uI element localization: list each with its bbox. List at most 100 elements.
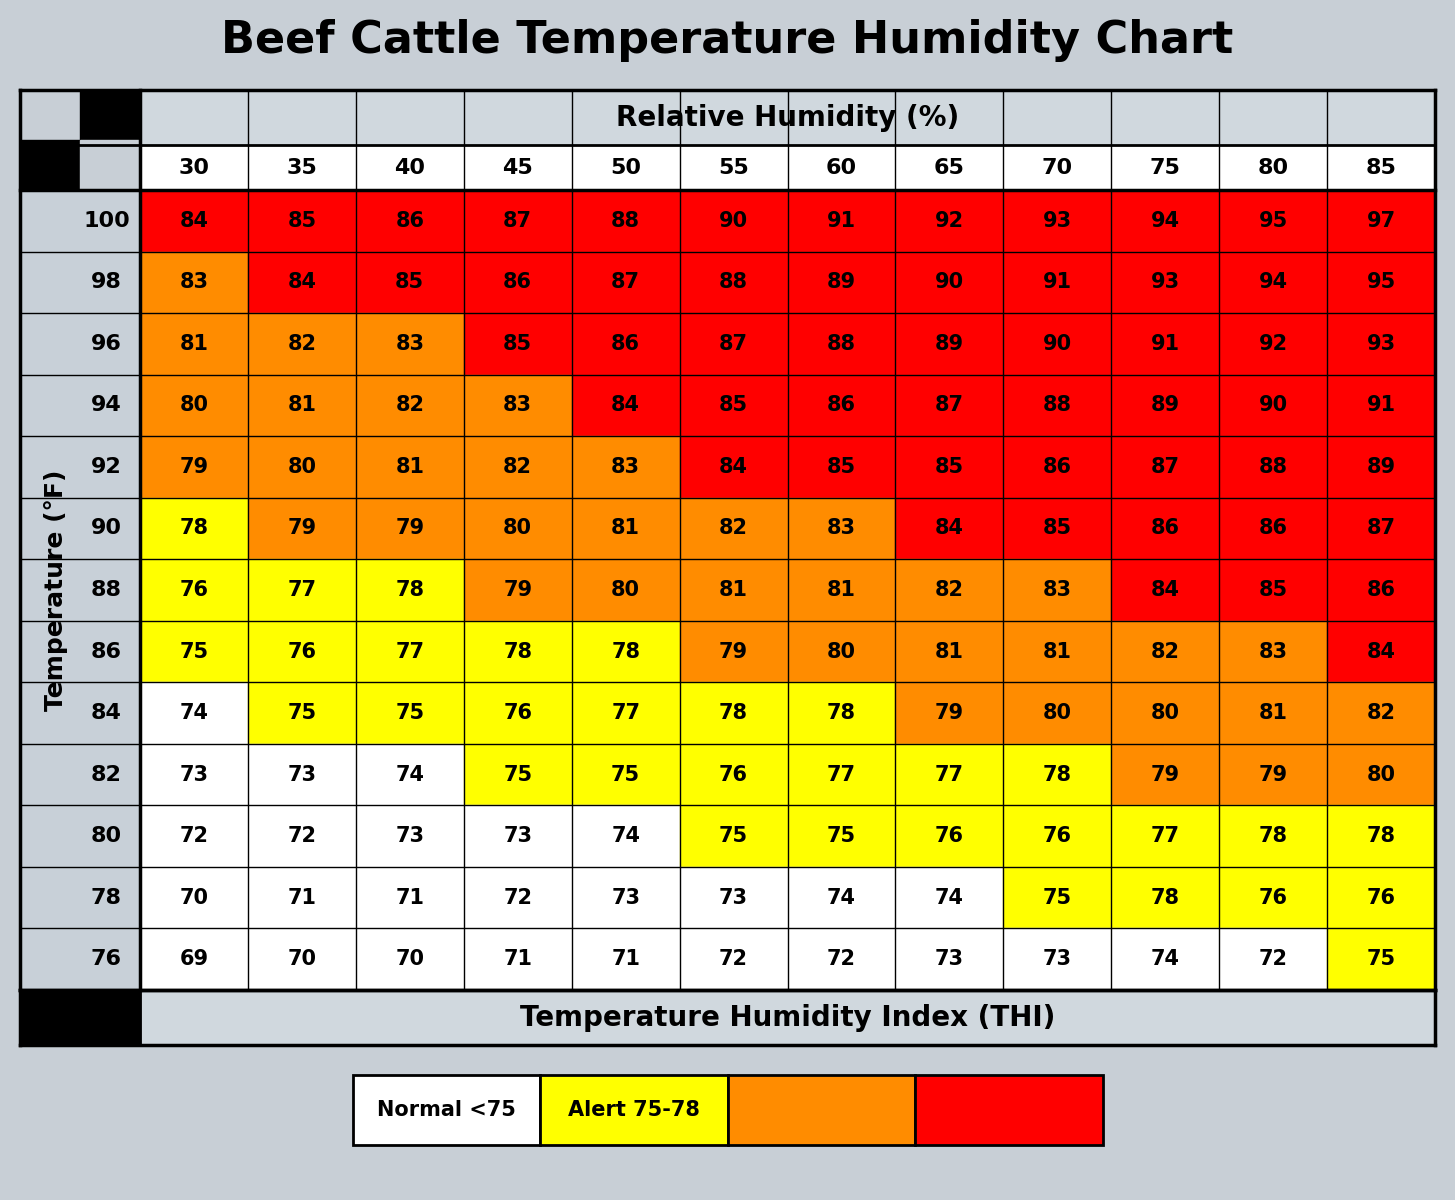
Bar — [1004, 190, 1112, 252]
Text: 100: 100 — [83, 211, 129, 230]
Bar — [572, 559, 679, 620]
Bar — [572, 866, 679, 929]
Text: 78: 78 — [179, 518, 208, 539]
Bar — [679, 866, 787, 929]
Bar — [1112, 866, 1219, 929]
Bar — [1004, 620, 1112, 683]
Bar — [464, 190, 572, 252]
Bar — [464, 313, 572, 374]
Text: 75: 75 — [503, 764, 533, 785]
Bar — [1219, 374, 1327, 436]
Text: 86: 86 — [1151, 518, 1180, 539]
Bar — [679, 805, 787, 866]
Bar — [787, 559, 895, 620]
Text: 81: 81 — [179, 334, 208, 354]
Text: 87: 87 — [1151, 457, 1180, 476]
Text: 87: 87 — [719, 334, 748, 354]
Text: 80: 80 — [179, 395, 208, 415]
Bar — [1219, 252, 1327, 313]
Bar — [140, 929, 247, 990]
Bar — [1219, 744, 1327, 805]
Text: 74: 74 — [611, 826, 640, 846]
Bar — [572, 929, 679, 990]
Text: 81: 81 — [288, 395, 316, 415]
Bar — [895, 866, 1004, 929]
Bar — [140, 990, 1435, 1045]
Text: 86: 86 — [1043, 457, 1072, 476]
Text: 81: 81 — [611, 518, 640, 539]
Text: Alert 75-78: Alert 75-78 — [567, 1100, 700, 1120]
Bar — [247, 436, 356, 498]
Text: 74: 74 — [1151, 949, 1180, 970]
Bar — [464, 252, 572, 313]
Bar — [20, 90, 80, 140]
Text: 82: 82 — [719, 518, 748, 539]
Bar — [1327, 313, 1435, 374]
Bar — [464, 374, 572, 436]
Text: 73: 73 — [719, 888, 748, 907]
Bar — [1219, 559, 1327, 620]
Text: 76: 76 — [719, 764, 748, 785]
Text: 88: 88 — [826, 334, 856, 354]
Text: 71: 71 — [611, 949, 640, 970]
Bar — [1112, 744, 1219, 805]
Bar — [895, 313, 1004, 374]
Text: 97: 97 — [1366, 211, 1395, 230]
Text: 78: 78 — [90, 888, 122, 907]
Bar — [356, 190, 464, 252]
Bar — [464, 559, 572, 620]
Text: Temperature (°F): Temperature (°F) — [44, 469, 68, 710]
Bar — [20, 990, 140, 1045]
Text: 76: 76 — [936, 826, 963, 846]
Bar — [787, 252, 895, 313]
Bar — [356, 805, 464, 866]
Text: 90: 90 — [934, 272, 965, 293]
Text: 72: 72 — [826, 949, 856, 970]
Text: 77: 77 — [288, 580, 316, 600]
Text: 96: 96 — [92, 334, 122, 354]
Text: 82: 82 — [503, 457, 533, 476]
Bar — [80, 90, 140, 140]
Bar — [140, 190, 247, 252]
Bar — [1327, 683, 1435, 744]
Bar — [679, 744, 787, 805]
Text: 35: 35 — [287, 157, 317, 178]
Bar — [247, 498, 356, 559]
Text: 73: 73 — [611, 888, 640, 907]
Text: Beef Cattle Temperature Humidity Chart: Beef Cattle Temperature Humidity Chart — [221, 18, 1234, 61]
Bar — [356, 436, 464, 498]
Text: 87: 87 — [936, 395, 963, 415]
Text: 78: 78 — [396, 580, 425, 600]
Bar — [464, 436, 572, 498]
Bar — [895, 498, 1004, 559]
Text: Temperature Humidity Index (THI): Temperature Humidity Index (THI) — [519, 1003, 1055, 1032]
Text: 93: 93 — [1151, 272, 1180, 293]
Bar — [247, 620, 356, 683]
Bar — [140, 436, 247, 498]
Text: 40: 40 — [394, 157, 425, 178]
Text: 75: 75 — [826, 826, 856, 846]
Bar — [572, 190, 679, 252]
Bar — [464, 866, 572, 929]
Text: 85: 85 — [1043, 518, 1072, 539]
Text: 94: 94 — [1151, 211, 1180, 230]
Text: 81: 81 — [719, 580, 748, 600]
Bar — [895, 190, 1004, 252]
Text: 76: 76 — [90, 949, 122, 970]
Text: 82: 82 — [92, 764, 122, 785]
Bar — [356, 313, 464, 374]
Text: 72: 72 — [1259, 949, 1288, 970]
Bar — [356, 374, 464, 436]
Text: 93: 93 — [1043, 211, 1072, 230]
Text: 91: 91 — [1151, 334, 1180, 354]
Bar — [787, 805, 895, 866]
Text: 80: 80 — [1043, 703, 1072, 724]
Text: 81: 81 — [1043, 642, 1072, 661]
Text: 79: 79 — [179, 457, 208, 476]
Bar — [1219, 498, 1327, 559]
Text: 78: 78 — [1366, 826, 1395, 846]
Bar — [140, 866, 247, 929]
Text: 87: 87 — [503, 211, 533, 230]
Bar — [140, 805, 247, 866]
Bar — [1004, 252, 1112, 313]
